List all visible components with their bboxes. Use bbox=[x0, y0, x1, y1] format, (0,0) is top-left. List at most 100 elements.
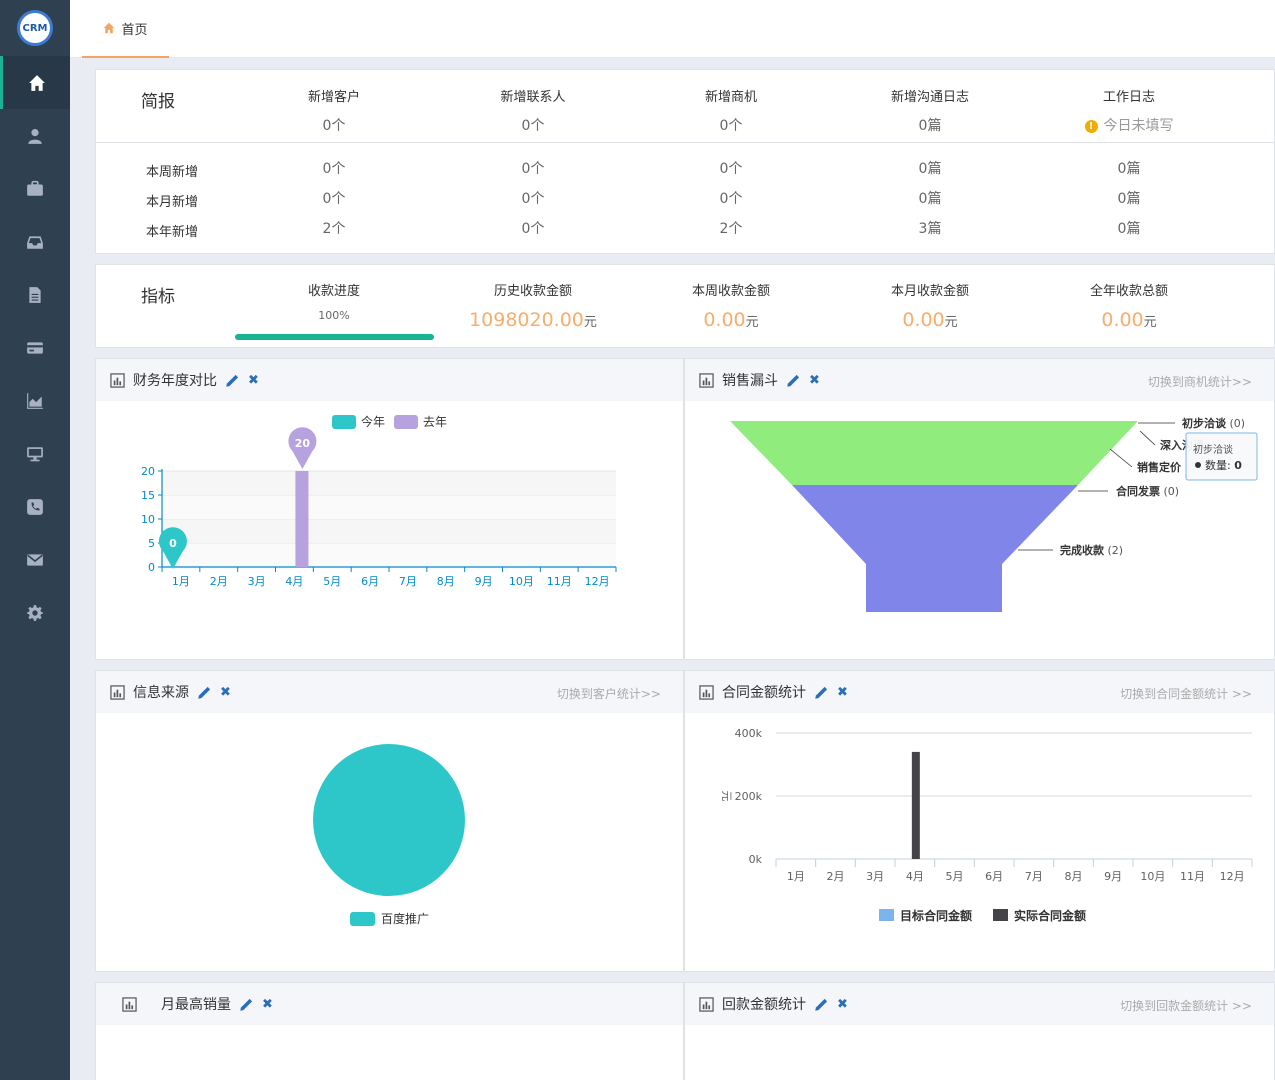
source-pie-chart: 百度推广 bbox=[313, 744, 465, 926]
year-logs: 3篇 bbox=[918, 221, 942, 237]
nav-home[interactable] bbox=[0, 56, 70, 109]
metric-week-value: 0.00元 bbox=[671, 309, 791, 331]
work-log-status: 今日未填写 bbox=[1103, 118, 1174, 134]
y-tick-label: 5 bbox=[148, 537, 155, 550]
metric-month-label: 本月收款金额 bbox=[890, 284, 969, 299]
funnel-title: 销售漏斗 bbox=[722, 373, 778, 389]
x-tick-label: 5月 bbox=[323, 575, 341, 588]
unit: 元 bbox=[745, 315, 759, 330]
switch-to-contract-stats-link[interactable]: 切换到合同金额统计 >> bbox=[1120, 687, 1252, 701]
nav-reports[interactable] bbox=[0, 374, 70, 427]
file-icon bbox=[29, 286, 41, 303]
edit-icon[interactable] bbox=[197, 685, 212, 700]
year-opportunities: 2个 bbox=[719, 221, 743, 237]
bar bbox=[911, 751, 920, 859]
progress-bar-fill bbox=[235, 334, 434, 340]
edit-icon[interactable] bbox=[239, 997, 254, 1012]
card-title-wrap: 回款金额统计 ✖ bbox=[699, 994, 848, 1014]
switch-to-payback-stats-link[interactable]: 切换到回款金额统计 >> bbox=[1120, 999, 1252, 1013]
month-work-logs: 0篇 bbox=[1117, 191, 1141, 207]
x-tick-label: 1月 bbox=[172, 575, 190, 588]
grid-band bbox=[162, 495, 616, 519]
card-header: 合同金额统计 ✖ 切换到合同金额统计 >> bbox=[685, 671, 1274, 713]
month-amount: 0.00 bbox=[902, 309, 945, 331]
brief-col-new-contacts: 新增联系人 bbox=[500, 90, 566, 105]
x-tick-label: 9月 bbox=[475, 575, 493, 588]
warning-icon: ! bbox=[1084, 119, 1098, 133]
nav-payments[interactable] bbox=[0, 321, 70, 374]
close-icon[interactable]: ✖ bbox=[837, 996, 848, 1012]
logo[interactable]: CRM bbox=[0, 0, 70, 56]
home-icon bbox=[104, 22, 115, 34]
month-contacts: 0个 bbox=[521, 191, 545, 207]
nav-documents[interactable] bbox=[0, 268, 70, 321]
brief-col-work-log: 工作日志 bbox=[1102, 90, 1155, 105]
nav-mail[interactable] bbox=[0, 533, 70, 586]
close-icon[interactable]: ✖ bbox=[837, 684, 848, 700]
metric-year-value: 0.00元 bbox=[1069, 309, 1189, 331]
x-tick-label: 3月 bbox=[248, 575, 266, 588]
metrics-title: 指标 bbox=[141, 287, 175, 307]
y-tick-label: 400k bbox=[735, 727, 763, 740]
legend-swatch bbox=[993, 909, 1008, 921]
x-tick-label: 4月 bbox=[285, 575, 303, 588]
switch-to-customer-stats-link[interactable]: 切换到客户统计>> bbox=[556, 687, 661, 701]
edit-icon[interactable] bbox=[225, 373, 240, 388]
data-pin bbox=[158, 527, 187, 569]
today-new-customers: 0个 bbox=[322, 118, 346, 134]
x-tick-label: 7月 bbox=[399, 575, 417, 588]
mail-icon bbox=[27, 553, 43, 566]
y-tick-label: 0k bbox=[749, 853, 763, 866]
funnel-stage-label: 完成收款 (2) bbox=[1060, 543, 1123, 557]
briefcase-icon bbox=[27, 180, 43, 196]
x-tick-label: 11月 bbox=[1180, 870, 1205, 883]
nav-phone[interactable] bbox=[0, 480, 70, 533]
edit-icon[interactable] bbox=[814, 685, 829, 700]
nav-settings[interactable] bbox=[0, 586, 70, 639]
card-title-wrap: 销售漏斗 ✖ bbox=[699, 370, 820, 390]
tab-home-label: 首页 bbox=[121, 22, 148, 38]
funnel-stage-label: 初步洽谈 (0) bbox=[1182, 416, 1245, 430]
week-logs: 0篇 bbox=[918, 161, 942, 177]
legend-label: 今年 bbox=[361, 414, 385, 429]
brief-col-new-opportunities: 新增商机 bbox=[704, 90, 757, 105]
funnel-leader-line bbox=[1139, 430, 1156, 446]
legend-swatch bbox=[350, 912, 375, 926]
tab-home[interactable]: 首页 bbox=[82, 0, 169, 58]
close-icon[interactable]: ✖ bbox=[809, 372, 820, 388]
unit: 元 bbox=[583, 315, 597, 330]
monthly-title: 月最高销量 bbox=[161, 997, 231, 1013]
card-title-wrap: 合同金额统计 ✖ bbox=[699, 682, 848, 702]
metrics-panel: 指标 收款进度 100% 历史收款金额 本周收款金额 本月收款金额 全年收款总额… bbox=[95, 264, 1275, 348]
crm-logo: CRM bbox=[17, 10, 53, 46]
legend-swatch bbox=[394, 415, 418, 429]
inbox-icon bbox=[27, 235, 43, 249]
switch-to-opportunity-stats-link[interactable]: 切换到商机统计>> bbox=[1147, 375, 1252, 389]
legend-label: 目标合同金额 bbox=[900, 908, 972, 923]
x-tick-label: 10月 bbox=[509, 575, 534, 588]
nav-desktop[interactable] bbox=[0, 427, 70, 480]
funnel-stage bbox=[792, 485, 1078, 612]
card-title-wrap: 信息来源 ✖ bbox=[110, 682, 231, 702]
today-work-log[interactable]: ! 今日未填写 bbox=[1059, 115, 1199, 135]
brief-col-new-logs: 新增沟通日志 bbox=[890, 90, 969, 105]
nav-inbox[interactable] bbox=[0, 215, 70, 268]
unit: 元 bbox=[1143, 315, 1157, 330]
close-icon[interactable]: ✖ bbox=[248, 372, 259, 388]
month-opportunities: 0个 bbox=[719, 191, 743, 207]
tooltip-value: 数量: 0 bbox=[1205, 459, 1242, 472]
monthly-sales-card: 月最高销量 ✖ bbox=[95, 982, 684, 1080]
nav-customers[interactable] bbox=[0, 109, 70, 162]
funnel-stage bbox=[730, 421, 1138, 485]
nav-opportunities[interactable] bbox=[0, 162, 70, 215]
grid-band bbox=[162, 519, 616, 543]
row-label-year: 本年新增 bbox=[145, 225, 198, 240]
x-tick-label: 3月 bbox=[866, 870, 884, 883]
edit-icon[interactable] bbox=[814, 997, 829, 1012]
tooltip-box bbox=[1185, 432, 1258, 481]
divider bbox=[96, 142, 1274, 143]
close-icon[interactable]: ✖ bbox=[220, 684, 231, 700]
edit-icon[interactable] bbox=[786, 373, 801, 388]
close-icon[interactable]: ✖ bbox=[262, 996, 273, 1012]
